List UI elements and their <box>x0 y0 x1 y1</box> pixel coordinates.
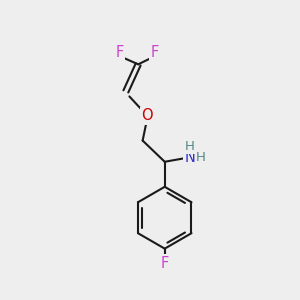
Text: H: H <box>185 140 195 153</box>
Text: F: F <box>151 45 159 60</box>
Text: F: F <box>115 45 124 60</box>
Text: N: N <box>184 150 195 165</box>
Text: H: H <box>196 151 206 164</box>
Text: F: F <box>160 256 169 271</box>
Text: O: O <box>141 108 153 123</box>
